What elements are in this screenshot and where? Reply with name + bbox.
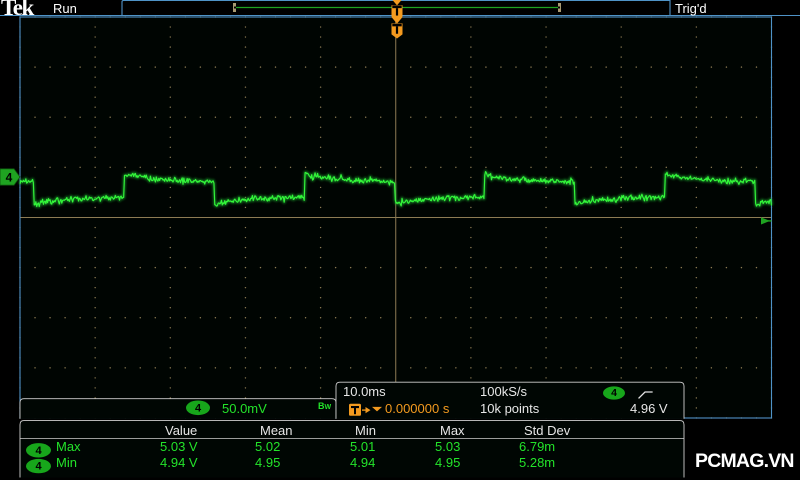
svg-text:4: 4 [611, 387, 617, 399]
svg-text:4: 4 [35, 445, 42, 457]
svg-text:4: 4 [195, 402, 202, 414]
svg-text:4: 4 [6, 171, 13, 185]
svg-text:4: 4 [35, 461, 42, 473]
